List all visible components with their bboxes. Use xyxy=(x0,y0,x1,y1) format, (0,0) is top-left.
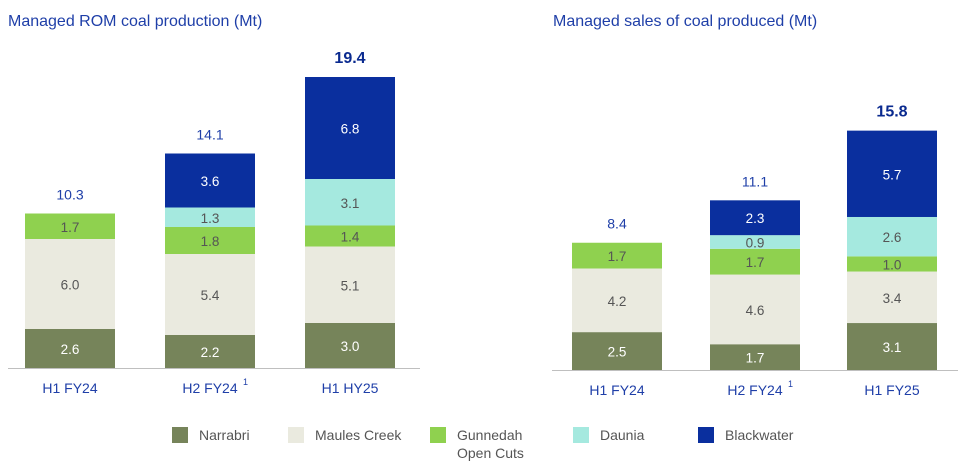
total-label-h1-fy24: 10.3 xyxy=(56,187,83,203)
legend-swatch-gunnedah-open-cuts xyxy=(430,427,446,443)
bar-segment-narrabri-h2-fy24 xyxy=(710,344,800,370)
data-label-maules-creek-h1-fy24: 4.2 xyxy=(608,294,627,309)
category-label-h1-fy24: H1 FY24 xyxy=(42,380,97,396)
data-label-maules-creek-h1-fy24: 6.0 xyxy=(61,278,80,293)
data-label-maules-creek-h1-hy25: 5.1 xyxy=(341,278,360,293)
data-label-blackwater-h1-fy25: 5.7 xyxy=(883,167,902,182)
legend-item-narrabri: Narrabri xyxy=(172,427,250,443)
data-label-maules-creek-h2-fy24: 5.4 xyxy=(201,288,220,303)
data-label-daunia-h1-hy25: 3.1 xyxy=(341,196,360,211)
bar-segment-maules-creek-h1-hy25 xyxy=(305,246,395,323)
legend-label-blackwater: Blackwater xyxy=(725,427,794,443)
bar-segment-narrabri-h2-fy24 xyxy=(165,335,255,368)
legend-item-gunnedah-open-cuts: Gunnedah Open Cuts xyxy=(430,427,524,461)
data-label-blackwater-h2-fy24: 3.6 xyxy=(201,174,220,189)
data-label-gunnedah-open-cuts-h2-fy24: 1.7 xyxy=(746,255,765,270)
footnote-marker: 1 xyxy=(243,377,248,387)
bar-segment-maules-creek-h2-fy24 xyxy=(710,274,800,345)
bar-segment-narrabri-h1-fy24 xyxy=(25,329,115,368)
bar-segment-daunia-h2-fy24 xyxy=(165,207,255,227)
legend-label-narrabri: Narrabri xyxy=(199,427,250,443)
legend-label-gunnedah-open-cuts: Gunnedah xyxy=(457,427,522,443)
data-label-gunnedah-open-cuts-h1-fy24: 1.7 xyxy=(61,220,80,235)
bar-segment-gunnedah-open-cuts-h1-hy25 xyxy=(305,225,395,247)
data-label-narrabri-h1-fy24: 2.6 xyxy=(61,342,80,357)
bar-segment-gunnedah-open-cuts-h1-fy24 xyxy=(572,242,662,269)
data-label-maules-creek-h2-fy24: 4.6 xyxy=(746,303,765,318)
legend-swatch-daunia xyxy=(573,427,589,443)
data-label-narrabri-h1-fy24: 2.5 xyxy=(608,345,627,360)
data-label-daunia-h2-fy24: 0.9 xyxy=(746,235,765,250)
chart-title-sales: Managed sales of coal produced (Mt) xyxy=(553,13,817,30)
bar-segment-gunnedah-open-cuts-h1-fy24 xyxy=(25,213,115,239)
bar-segment-narrabri-h1-fy25 xyxy=(847,323,937,370)
category-label-h1-fy25: H1 FY25 xyxy=(864,382,919,398)
data-label-narrabri-h2-fy24: 1.7 xyxy=(746,351,765,366)
total-label-h1-fy25: 15.8 xyxy=(876,104,907,121)
bar-segment-blackwater-h1-fy25 xyxy=(847,130,937,217)
legend-item-daunia: Daunia xyxy=(573,427,645,443)
legend-swatch-blackwater xyxy=(698,427,714,443)
bar-segment-daunia-h2-fy24 xyxy=(710,235,800,249)
data-label-blackwater-h2-fy24: 2.3 xyxy=(746,211,765,226)
data-label-gunnedah-open-cuts-h1-fy25: 1.0 xyxy=(883,257,902,272)
bar-segment-narrabri-h1-hy25 xyxy=(305,323,395,368)
legend-item-blackwater: Blackwater xyxy=(698,427,794,443)
bar-segment-gunnedah-open-cuts-h2-fy24 xyxy=(710,248,800,275)
bar-segment-maules-creek-h1-fy24 xyxy=(25,239,115,329)
bar-segment-narrabri-h1-fy24 xyxy=(572,332,662,370)
category-label-h2-fy24: H2 FY24 xyxy=(727,382,782,398)
footnote-marker: 1 xyxy=(788,379,793,389)
bar-segment-gunnedah-open-cuts-h2-fy24 xyxy=(165,227,255,254)
data-label-narrabri-h1-hy25: 3.0 xyxy=(341,339,360,354)
data-label-narrabri-h1-fy25: 3.1 xyxy=(883,340,902,355)
legend-label-maules-creek: Maules Creek xyxy=(315,427,402,443)
chart-title-rom: Managed ROM coal production (Mt) xyxy=(8,13,262,30)
charts-group: 2.6 6.0 1.7 10.3 H1 FY24 2.2 5.4 1.8 1.3 3.6 14.1 H… xyxy=(8,50,958,398)
bar-segment-blackwater-h2-fy24 xyxy=(165,153,255,208)
bar-segment-maules-creek-h2-fy24 xyxy=(165,254,255,335)
bar-segment-maules-creek-h1-fy25 xyxy=(847,271,937,324)
bar-segment-daunia-h1-hy25 xyxy=(305,179,395,226)
chart-1: 2.6 6.0 1.7 10.3 H1 FY24 2.2 5.4 1.8 1.3 3.6 14.1 H… xyxy=(8,50,420,396)
bar-segment-gunnedah-open-cuts-h1-fy25 xyxy=(847,256,937,272)
legend: Narrabri Maules Creek Gunnedah Open Cuts Dau… xyxy=(172,427,794,461)
category-label-h1-fy24: H1 FY24 xyxy=(589,382,644,398)
legend-swatch-maules-creek xyxy=(288,427,304,443)
data-label-gunnedah-open-cuts-h2-fy24: 1.8 xyxy=(201,234,220,249)
legend-item-maules-creek: Maules Creek xyxy=(288,427,402,443)
bar-segment-blackwater-h2-fy24 xyxy=(710,200,800,236)
total-label-h2-fy24: 11.1 xyxy=(742,173,768,189)
data-label-daunia-h1-fy25: 2.6 xyxy=(883,230,902,245)
data-label-narrabri-h2-fy24: 2.2 xyxy=(201,345,220,360)
category-label-h2-fy24: H2 FY24 xyxy=(182,380,237,396)
total-label-h1-hy25: 19.4 xyxy=(334,50,365,67)
bar-segment-blackwater-h1-hy25 xyxy=(305,77,395,179)
chart-2: 2.5 4.2 1.7 8.4 H1 FY24 1.7 4.6 1.7 0.9 2.3 11.1 H2… xyxy=(552,104,958,398)
data-label-daunia-h2-fy24: 1.3 xyxy=(201,211,220,226)
data-label-blackwater-h1-hy25: 6.8 xyxy=(341,122,360,137)
legend-label-gunnedah-open-cuts: Open Cuts xyxy=(457,445,524,461)
bar-segment-maules-creek-h1-fy24 xyxy=(572,268,662,333)
data-label-gunnedah-open-cuts-h1-hy25: 1.4 xyxy=(341,230,360,245)
legend-swatch-narrabri xyxy=(172,427,188,443)
category-label-h1-hy25: H1 HY25 xyxy=(322,380,379,396)
data-label-gunnedah-open-cuts-h1-fy24: 1.7 xyxy=(608,249,627,264)
bar-segment-daunia-h1-fy25 xyxy=(847,216,937,257)
total-label-h2-fy24: 14.1 xyxy=(196,127,223,143)
legend-label-daunia: Daunia xyxy=(600,427,645,443)
total-label-h1-fy24: 8.4 xyxy=(607,216,627,232)
data-label-maules-creek-h1-fy25: 3.4 xyxy=(883,291,902,306)
